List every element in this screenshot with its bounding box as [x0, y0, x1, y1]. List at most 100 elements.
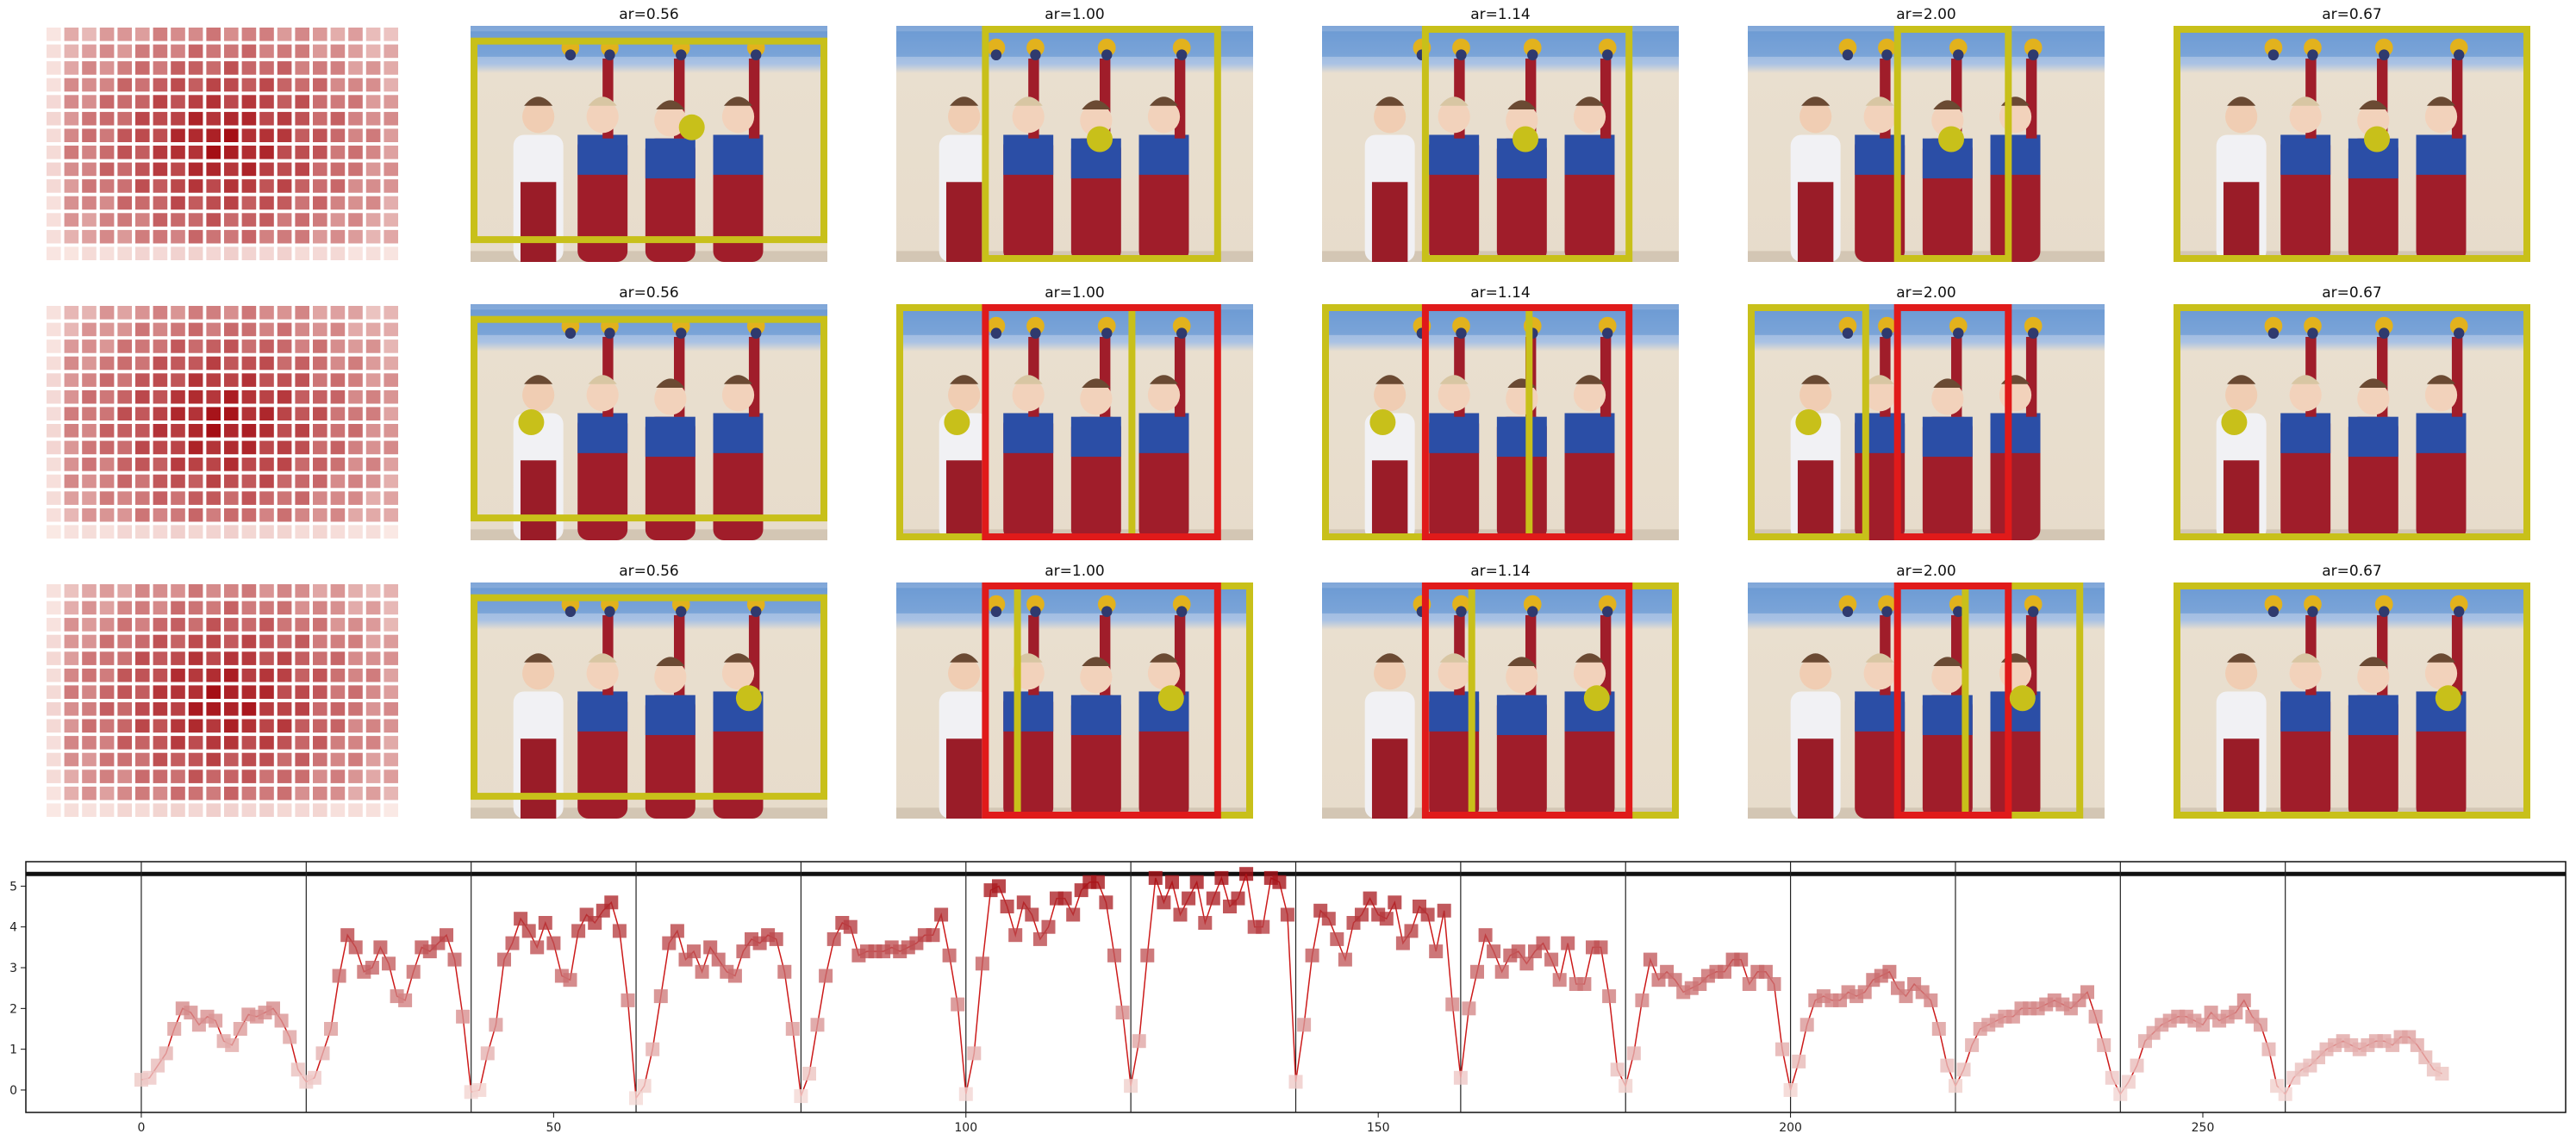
heatmap-cell	[206, 786, 221, 800]
heatmap-cell	[153, 373, 168, 387]
heatmap-cell	[348, 146, 363, 159]
y-tick-label: 5	[9, 880, 17, 894]
heatmap-cell	[171, 685, 185, 699]
heatmap-cell	[153, 229, 168, 244]
heatmap-cell	[348, 95, 363, 109]
heatmap-cell	[384, 146, 398, 159]
heatmap-cell	[171, 736, 185, 750]
heatmap-cell	[82, 769, 97, 783]
heatmap-cell	[99, 618, 115, 632]
heatmap-cell	[241, 78, 257, 92]
heatmap-cell	[241, 601, 257, 615]
data-point	[489, 1018, 503, 1032]
heatmap-cell	[365, 752, 381, 767]
heatmap-cell	[206, 340, 221, 353]
crop-panel: ar=0.67	[2174, 6, 2530, 262]
heatmap-cell	[47, 634, 61, 649]
heatmap-cell	[241, 213, 257, 227]
heatmap-cell	[295, 229, 309, 244]
panel-title: ar=0.56	[619, 563, 679, 580]
podium-photo	[896, 26, 1253, 262]
heatmap-cell	[224, 601, 239, 615]
heatmap-cell	[259, 424, 274, 438]
heatmap-cell	[135, 95, 150, 109]
heatmap-cell	[188, 162, 203, 177]
heatmap-cell	[241, 306, 257, 320]
heatmap-cell	[135, 146, 150, 159]
heatmap-cell	[188, 111, 203, 126]
heatmap-cell	[82, 213, 97, 227]
heatmap-cell	[64, 752, 79, 767]
heatmap-cell	[188, 651, 203, 665]
heatmap-cell	[188, 752, 203, 767]
heatmap-cell	[330, 78, 346, 92]
heatmap-cell	[153, 28, 168, 41]
yellow-crop-box	[982, 26, 1221, 262]
heatmap-cell	[348, 78, 363, 92]
heatmap-cell	[171, 651, 185, 665]
red-crop-box	[1421, 304, 1633, 540]
focus-marker	[1938, 126, 1964, 153]
heatmap-cell	[206, 373, 221, 387]
data-point	[975, 956, 989, 971]
heatmap-cell	[241, 668, 257, 682]
heatmap-cell	[384, 306, 398, 320]
heatmap-cell	[64, 28, 79, 41]
heatmap-cell	[135, 44, 150, 59]
heatmap-cell	[277, 458, 292, 471]
heatmap-cell	[188, 719, 203, 733]
crop-panel: ar=1.00	[896, 6, 1253, 262]
heatmap-cell	[313, 306, 327, 320]
x-tick-label: 0	[137, 1121, 145, 1135]
heatmap-cell	[313, 685, 327, 699]
heatmap-cell	[277, 618, 292, 632]
heatmap-cell	[82, 618, 97, 632]
crop-panel: ar=0.67	[2174, 284, 2530, 540]
heatmap-cell	[259, 95, 274, 109]
heatmap-cell	[313, 601, 327, 615]
heatmap-cell	[259, 407, 274, 420]
heatmap-cell	[171, 618, 185, 632]
heatmap-cell	[188, 508, 203, 522]
data-point	[1157, 895, 1171, 910]
heatmap-cell	[135, 651, 150, 665]
heatmap-cell	[82, 306, 97, 320]
focus-marker	[735, 685, 762, 712]
heatmap-cell	[295, 146, 309, 159]
heatmap-cell	[135, 440, 150, 455]
heatmap-cell	[135, 702, 150, 716]
focus-marker	[2435, 685, 2461, 712]
heatmap-cell	[64, 407, 79, 420]
data-point	[332, 969, 346, 983]
heatmap-cell	[259, 128, 274, 142]
heatmap-cell	[259, 651, 274, 665]
heatmap-cell	[330, 702, 346, 716]
heatmap-cell	[64, 474, 79, 489]
data-point	[992, 879, 1006, 894]
heatmap-cell	[313, 651, 327, 665]
heatmap-cell	[99, 440, 115, 455]
heatmap-cell	[188, 373, 203, 387]
heatmap-cell	[384, 322, 398, 337]
heatmap-cell	[47, 407, 61, 420]
heatmap-cell	[295, 373, 309, 387]
heatmap-cell	[47, 373, 61, 387]
heatmap-cell	[259, 146, 274, 159]
podium-photo	[1322, 26, 1679, 262]
data-point	[233, 1022, 247, 1036]
heatmap-cell	[135, 803, 150, 817]
heatmap-cell	[153, 196, 168, 210]
heatmap-cell	[384, 752, 398, 767]
heatmap-cell	[365, 44, 381, 59]
heatmap-cell	[348, 111, 363, 126]
data-point	[967, 1046, 982, 1061]
data-point	[1626, 1046, 1641, 1061]
y-tick-label: 3	[9, 962, 17, 975]
data-point	[629, 1091, 643, 1106]
heatmap-cell	[224, 719, 239, 733]
heatmap-cell	[153, 111, 168, 126]
panel-title: ar=0.67	[2322, 563, 2382, 580]
heatmap-cell	[224, 424, 239, 438]
line-chart: 0 50 100 150 200 250 0 1 2 3 4 5	[9, 861, 2567, 1135]
data-point	[794, 1089, 808, 1104]
